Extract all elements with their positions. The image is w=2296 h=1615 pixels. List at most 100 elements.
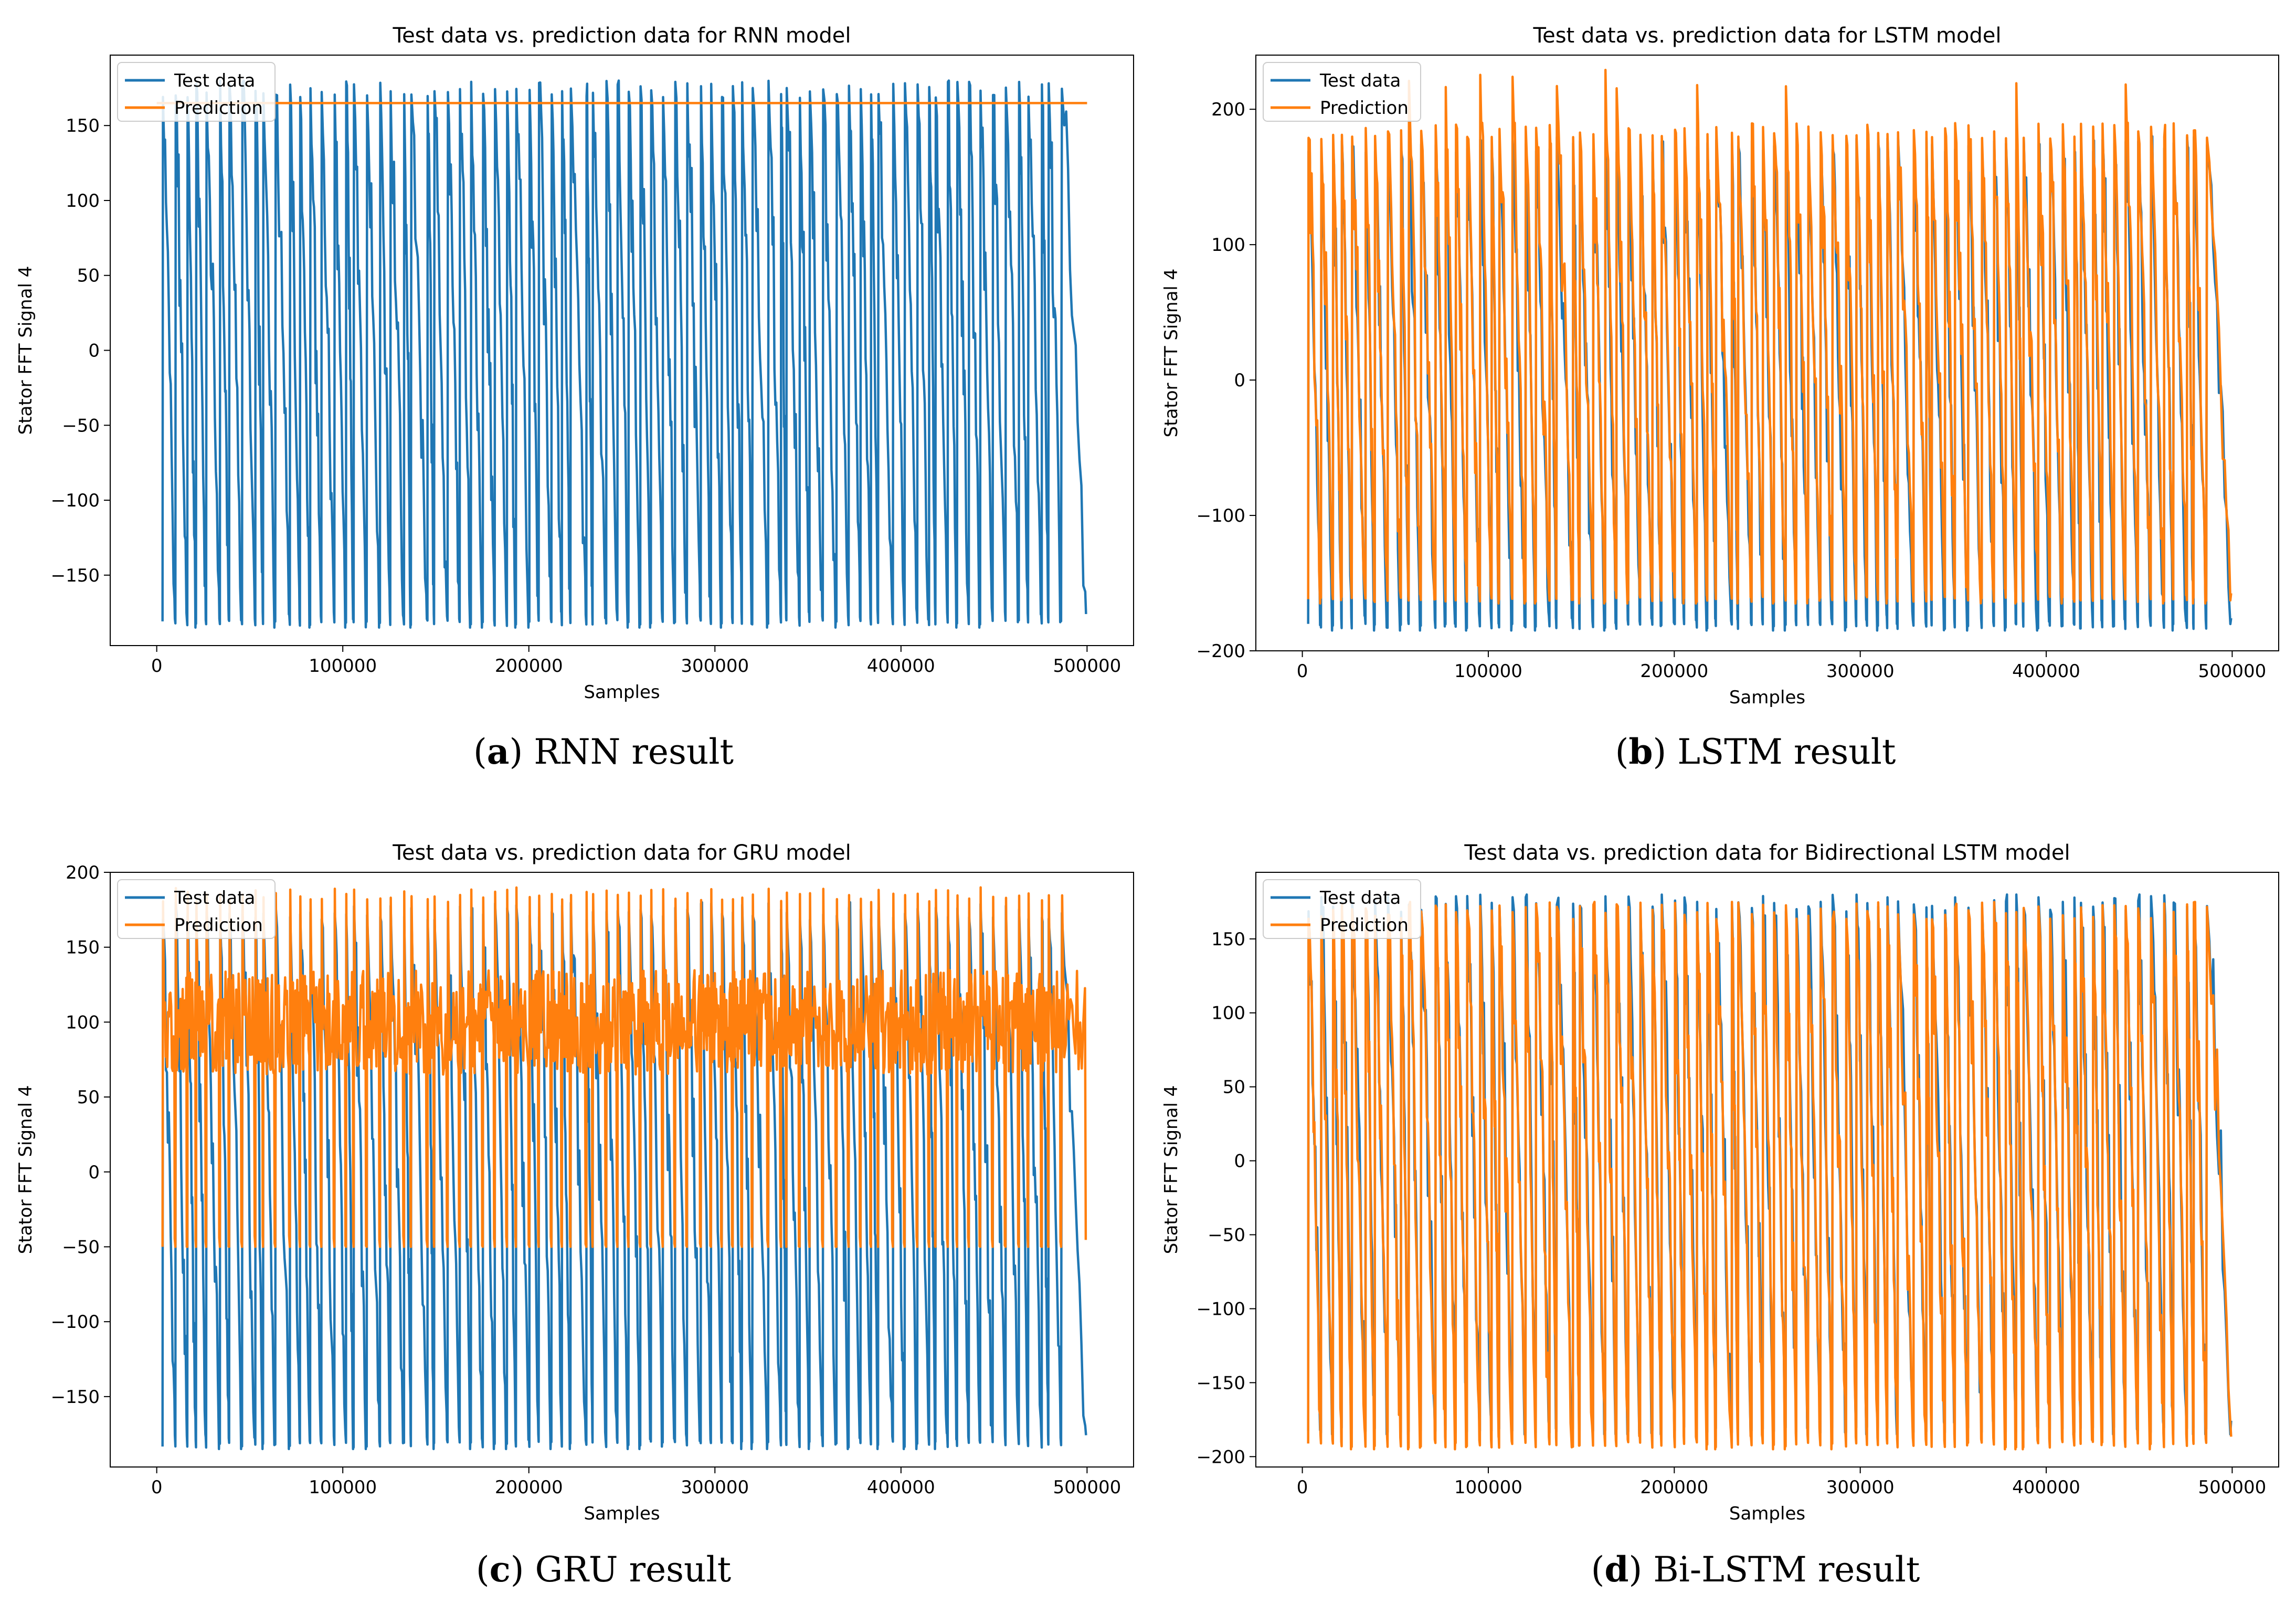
x-tick-label: 100000 [309,656,377,677]
legend-entry: Prediction [1320,915,1409,936]
y-tick-label: 100 [1211,1003,1245,1024]
x-tick-label: 400000 [2012,1477,2080,1498]
caption-text: GRU result [524,1549,732,1590]
caption-letter: a [487,731,510,772]
y-tick-label: −200 [1197,1447,1245,1468]
y-axis-label: Stator FFT Signal 4 [1161,1085,1182,1254]
caption-text: LSTM result [1666,732,1896,772]
x-tick-label: 400000 [867,1477,935,1498]
y-axis-label: Stator FFT Signal 4 [1161,269,1182,438]
y-tick-label: −200 [1197,641,1245,662]
legend-entry: Test data [174,888,255,909]
x-tick-label: 200000 [495,656,563,677]
y-tick-label: 50 [1223,1077,1245,1098]
caption-paren-close: ) [1629,1549,1643,1590]
y-tick-label: −150 [1197,1373,1245,1394]
caption-text: Bi-LSTM result [1642,1549,1920,1590]
plot-frame [110,872,1134,1468]
y-tick-label: −50 [1208,1225,1245,1246]
subfigure-caption: (a) RNN result [473,731,734,772]
chart-panel-a: Test data vs. prediction data for RNN mo… [15,24,1134,772]
x-tick-label: 300000 [681,1477,749,1498]
caption-paren-close: ) [511,1549,524,1590]
y-tick-label: 0 [1234,370,1245,391]
series-line-test-data [161,901,1087,1451]
y-tick-label: −100 [1197,505,1245,526]
x-tick-label: 500000 [2198,661,2267,682]
x-tick-label: 100000 [1454,1477,1522,1498]
plot-frame [1255,55,2279,651]
caption-paren-open: ( [473,732,487,772]
legend-entry: Prediction [1320,98,1409,119]
legend-entry: Prediction [174,915,263,936]
subfigure-caption: (c) GRU result [476,1549,731,1590]
caption-paren-open: ( [1615,732,1629,772]
x-axis-label: Samples [584,682,660,703]
legend-entry: Test data [174,70,255,91]
chart-panel-b: Test data vs. prediction data for LSTM m… [1161,24,2279,772]
legend: Test data Prediction [1263,62,1421,122]
y-tick-label: 50 [77,1087,100,1108]
y-tick-label: 0 [88,341,100,362]
y-tick-label: 100 [66,191,100,212]
y-tick-label: 100 [1211,235,1245,256]
caption-paren-open: ( [476,1549,490,1590]
x-tick-label: 0 [1297,1477,1308,1498]
x-tick-label: 200000 [1640,661,1708,682]
subfigure-caption: (b) LSTM result [1615,731,1896,772]
x-axis-label: Samples [1729,1503,1805,1524]
y-tick-label: −100 [1197,1299,1245,1320]
x-tick-label: 200000 [1640,1477,1708,1498]
x-tick-label: 0 [151,1477,163,1498]
y-axis-label: Stator FFT Signal 4 [15,266,36,435]
y-tick-label: 0 [88,1162,100,1183]
y-axis-label: Stator FFT Signal 4 [15,1085,36,1254]
y-tick-label: 200 [1211,99,1245,120]
caption-letter: d [1604,1549,1628,1590]
series-line-test-data [161,79,1087,629]
y-tick-label: 100 [66,1012,100,1033]
y-tick-label: 50 [77,266,100,287]
x-tick-label: 400000 [2012,661,2080,682]
y-tick-label: −50 [62,415,100,436]
chart-title: Test data vs. prediction data for Bidire… [1464,841,2070,865]
legend: Test data Prediction [117,62,276,122]
legend: Test data Prediction [117,879,276,939]
legend-entry: Test data [1319,70,1401,91]
y-tick-label: 0 [1234,1151,1245,1172]
chart-title: Test data vs. prediction data for RNN mo… [392,24,851,48]
x-tick-label: 0 [1297,661,1308,682]
chart-title: Test data vs. prediction data for LSTM m… [1532,24,2001,48]
x-tick-label: 300000 [681,656,749,677]
caption-letter: c [490,1549,511,1590]
x-axis-label: Samples [584,1503,660,1524]
chart-panel-c: Test data vs. prediction data for GRU mo… [15,841,1134,1590]
x-tick-label: 100000 [1454,661,1522,682]
chart-panel-d: Test data vs. prediction data for Bidire… [1161,841,2279,1590]
caption-paren-close: ) [509,732,523,772]
subfigure-caption: (d) Bi-LSTM result [1591,1549,1920,1590]
y-tick-label: −150 [51,1387,100,1408]
legend-entry: Test data [1319,888,1401,909]
x-tick-label: 500000 [1053,1477,1121,1498]
x-tick-label: 100000 [309,1477,377,1498]
y-tick-label: −100 [51,1312,100,1333]
series-line-prediction [161,886,1087,1248]
x-tick-label: 400000 [867,656,935,677]
y-tick-label: −100 [51,490,100,511]
plot-frame [1255,872,2279,1468]
series-line-prediction [1307,68,2232,605]
y-tick-label: 150 [1211,929,1245,950]
y-tick-label: −50 [62,1237,100,1258]
caption-paren-open: ( [1591,1549,1605,1590]
caption-paren-close: ) [1653,732,1666,772]
chart-title: Test data vs. prediction data for GRU mo… [392,841,851,865]
legend: Test data Prediction [1263,879,1421,939]
series-line-prediction [1307,901,2232,1451]
x-tick-label: 200000 [495,1477,563,1498]
y-tick-label: 150 [66,115,100,136]
caption-letter: b [1628,731,1653,772]
x-tick-label: 0 [151,656,163,677]
y-tick-label: 200 [66,862,100,883]
